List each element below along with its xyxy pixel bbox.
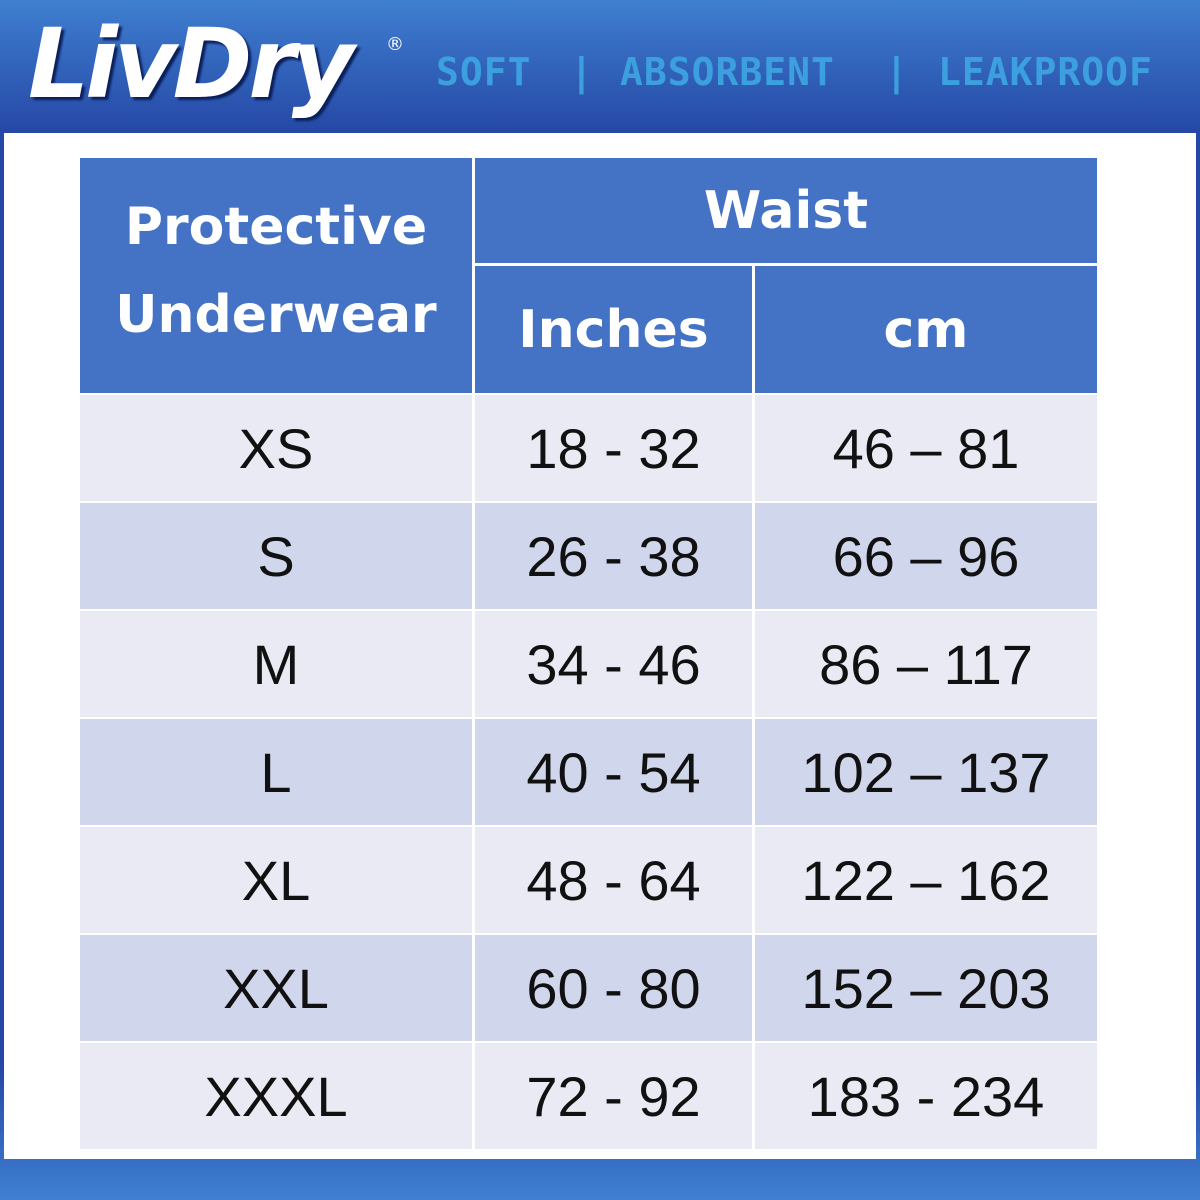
cell-cm: 46 – 81 xyxy=(755,393,1097,501)
cell-size: XXL xyxy=(80,933,472,1041)
cell-size: L xyxy=(80,717,472,825)
cell-inches: 72 - 92 xyxy=(475,1041,752,1149)
cell-inches: 40 - 54 xyxy=(475,717,752,825)
cell-inches: 60 - 80 xyxy=(475,933,752,1041)
tagline-leakproof: LEAKPROOF xyxy=(938,50,1153,94)
cell-inches: 18 - 32 xyxy=(475,393,752,501)
cell-size: XXXL xyxy=(80,1041,472,1149)
size-chart-table: Protective Underwear Waist Inches cm XS 1… xyxy=(77,158,1100,1149)
table-row: XXXL 72 - 92 183 - 234 xyxy=(80,1041,1097,1149)
cell-size: XS xyxy=(80,393,472,501)
header-inches: Inches xyxy=(475,266,752,393)
header-size: Protective Underwear xyxy=(80,158,472,393)
table-row: M 34 - 46 86 – 117 xyxy=(80,609,1097,717)
cell-cm: 183 - 234 xyxy=(755,1041,1097,1149)
table-row: S 26 - 38 66 – 96 xyxy=(80,501,1097,609)
cell-size: XL xyxy=(80,825,472,933)
cell-cm: 86 – 117 xyxy=(755,609,1097,717)
header-waist: Waist xyxy=(475,158,1097,267)
tagline-soft: SOFT xyxy=(436,50,532,94)
cell-cm: 66 – 96 xyxy=(755,501,1097,609)
cell-cm: 152 – 203 xyxy=(755,933,1097,1041)
cell-inches: 34 - 46 xyxy=(475,609,752,717)
brand-header: LivDry ® SOFT | ABSORBENT | LEAKPROOF xyxy=(0,0,1200,133)
table-row: XS 18 - 32 46 – 81 xyxy=(80,393,1097,501)
tagline-absorbent: ABSORBENT xyxy=(620,50,835,94)
registered-mark: ® xyxy=(386,34,404,55)
tagline-separator: | xyxy=(570,50,594,94)
tagline-separator: | xyxy=(885,50,909,94)
cell-cm: 102 – 137 xyxy=(755,717,1097,825)
cell-size: S xyxy=(80,501,472,609)
header-cm: cm xyxy=(755,266,1097,393)
table-row: L 40 - 54 102 – 137 xyxy=(80,717,1097,825)
brand-logo: LivDry xyxy=(28,8,354,120)
cell-cm: 122 – 162 xyxy=(755,825,1097,933)
cell-size: M xyxy=(80,609,472,717)
table-row: XL 48 - 64 122 – 162 xyxy=(80,825,1097,933)
cell-inches: 26 - 38 xyxy=(475,501,752,609)
cell-inches: 48 - 64 xyxy=(475,825,752,933)
table-row: XXL 60 - 80 152 – 203 xyxy=(80,933,1097,1041)
